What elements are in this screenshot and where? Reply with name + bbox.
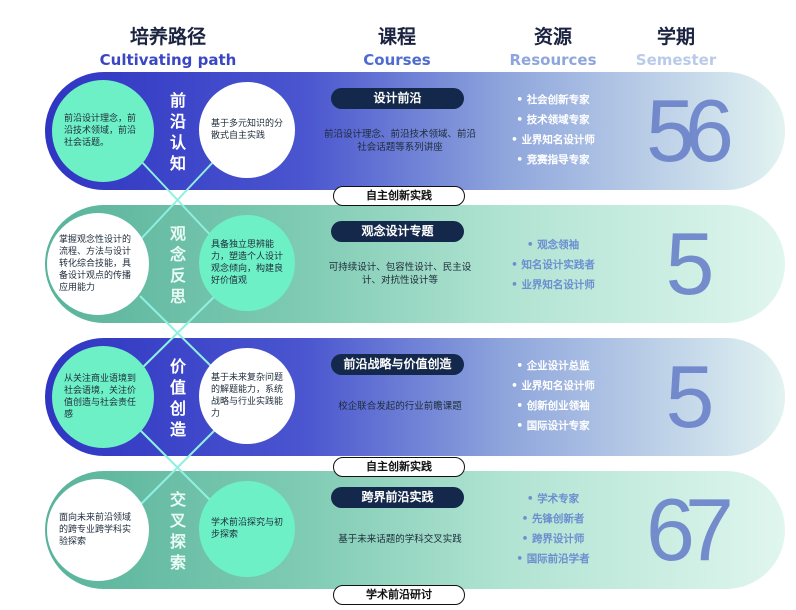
resource-item: • 竞赛指导专家: [516, 154, 590, 166]
cross-line: [139, 159, 216, 241]
resource-item: • 业界知名设计师: [511, 380, 595, 392]
stage-title: 交叉探索: [169, 490, 186, 572]
resource-item: • 知名设计实践者: [511, 259, 595, 271]
course-description: 前沿设计理念、前沿技术领域、前沿社会话题等系列讲座: [323, 129, 476, 153]
resource-item: • 国际前沿学者: [516, 553, 590, 565]
stage-ability-circle: 基于未来复杂问题的解题能力，系统战略与行业实践能力: [199, 348, 295, 444]
course-label: 设计前沿: [331, 88, 464, 109]
resource-item: • 创新创业领袖: [516, 400, 590, 412]
header-path: 培养路径 Cultivating path: [68, 22, 268, 69]
stage-title: 价值创造: [169, 357, 186, 439]
connector-pill: 学术前沿研讨: [333, 585, 465, 605]
resource-item: • 国际设计专家: [516, 420, 590, 432]
stage-goal-text: 从关注商业语境到社会语境，关注价值创造与社会责任感: [64, 374, 137, 420]
course-label: 观念设计专题: [331, 221, 464, 242]
stage-goal-text: 掌握观念性设计的流程、方法与设计转化综合技能，具备设计观点的传播应用能力: [59, 235, 132, 293]
header-resources-cn: 资源: [533, 26, 572, 48]
resource-list: • 社会创新专家 • 技术领域专家 • 业界知名设计师 • 竞赛指导专家: [488, 90, 618, 170]
stage-ability-circle: 学术前沿探究与初步探索: [199, 481, 295, 577]
resource-item: • 先锋创新者: [521, 513, 585, 525]
header-resources-en: Resources: [509, 51, 597, 69]
resource-item: • 跨界设计师: [521, 533, 585, 545]
resource-item: • 业界知名设计师: [511, 134, 595, 146]
course-description: 基于未来话题的学科交叉实践: [338, 534, 462, 545]
stage-goal-circle: 掌握观念性设计的流程、方法与设计转化综合技能，具备设计观点的传播应用能力: [47, 213, 149, 315]
resource-item: • 社会创新专家: [516, 94, 590, 106]
stage-title: 观念反思: [169, 224, 186, 306]
resource-list: • 企业设计总监 • 业界知名设计师 • 创新创业领袖 • 国际设计专家: [488, 356, 618, 436]
stage-goal-text: 面向未来前沿领域的跨专业跨学科实验探索: [59, 513, 132, 547]
stage-goal-circle: 前沿设计理念，前沿技术领域，前沿社会话题。: [52, 80, 154, 182]
header-courses: 课程 Courses: [297, 22, 497, 69]
stage-title: 前沿认知: [169, 91, 186, 173]
course-description: 可持续设计、包容性设计、民主设计、对抗性设计等: [328, 262, 472, 286]
semester-number: 56: [646, 81, 734, 180]
resource-item: • 学术专家: [526, 493, 580, 505]
header-resources: 资源 Resources: [453, 22, 653, 69]
header-semester: 学期 Semester: [576, 22, 776, 69]
resource-item: • 观念领袖: [526, 239, 580, 251]
resource-list: • 学术专家 • 先锋创新者 • 跨界设计师 • 国际前沿学者: [488, 489, 618, 569]
cross-line: [139, 429, 216, 506]
stage-ability-text: 基于多元知识的分散式自主实践: [211, 119, 284, 141]
resource-item: • 企业设计总监: [516, 360, 590, 372]
connector-pill: 自主创新实践: [333, 186, 465, 206]
stage-ability-text: 基于未来复杂问题的解题能力，系统战略与行业实践能力: [211, 373, 284, 419]
connector-pill: 自主创新实践: [333, 457, 465, 477]
stage-goal-text: 前沿设计理念，前沿技术领域，前沿社会话题。: [64, 114, 137, 148]
course-label: 跨界前沿实践: [331, 487, 464, 508]
header-courses-en: Courses: [363, 51, 431, 69]
semester-number: 67: [646, 480, 734, 579]
resource-item: • 技术领域专家: [516, 114, 590, 126]
resource-item: • 业界知名设计师: [511, 279, 595, 291]
header-courses-cn: 课程: [377, 26, 416, 48]
header-path-en: Cultivating path: [99, 51, 237, 69]
semester-number: 5: [665, 214, 715, 313]
header-path-cn: 培养路径: [129, 26, 206, 48]
course-label: 前沿战略与价值创造: [331, 354, 464, 375]
stage-ability-circle: 基于多元知识的分散式自主实践: [199, 82, 295, 178]
semester-number: 5: [665, 347, 715, 446]
course-description: 校企联合发起的行业前瞻课题: [338, 401, 462, 412]
resource-list: • 观念领袖 • 知名设计实践者 • 业界知名设计师: [488, 235, 618, 295]
header-semester-cn: 学期: [656, 26, 695, 48]
stage-ability-text: 具备独立思辨能力，塑造个人设计观念倾向，构建良好价值观: [211, 240, 284, 286]
header-semester-en: Semester: [635, 51, 717, 69]
stage-ability-text: 学术前沿探究与初步探索: [211, 518, 284, 540]
stage-ability-circle: 具备独立思辨能力，塑造个人设计观念倾向，构建良好价值观: [199, 215, 295, 311]
cross-line: [139, 295, 216, 371]
stage-goal-circle: 从关注商业语境到社会语境，关注价值创造与社会责任感: [52, 346, 154, 448]
stage-goal-circle: 面向未来前沿领域的跨专业跨学科实验探索: [47, 479, 149, 581]
